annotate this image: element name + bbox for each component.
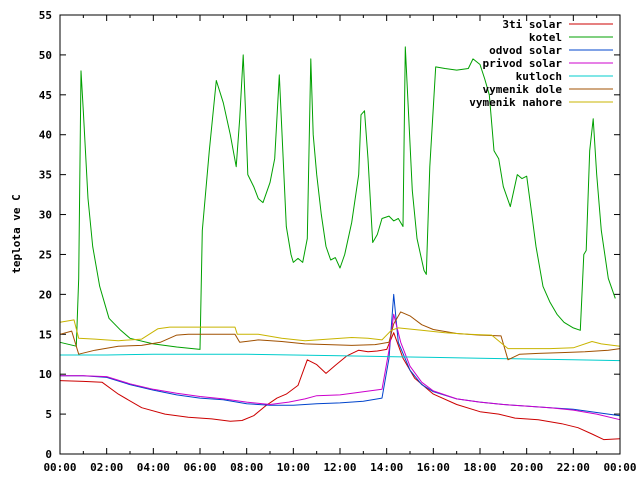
x-tick-label: 02:00 xyxy=(90,461,123,474)
legend-label: odvod solar xyxy=(489,44,562,57)
x-tick-label: 14:00 xyxy=(370,461,403,474)
x-axis-tick-labels: 00:00 02:00 04:00 06:00 08:00 10:00 12:00 14:00… xyxy=(43,461,636,474)
y-tick-label: 25 xyxy=(39,248,52,261)
y-tick-label: 55 xyxy=(39,9,52,22)
plot-frame xyxy=(59,14,621,455)
legend-label: privod solar xyxy=(483,57,563,70)
series-line-7 xyxy=(59,319,621,350)
x-tick-label: 22:00 xyxy=(557,461,590,474)
legend-label: vymenik nahore xyxy=(469,96,562,109)
x-tick-label: 10:00 xyxy=(277,461,310,474)
series-lines xyxy=(59,46,621,441)
x-tick-label: 12:00 xyxy=(323,461,356,474)
y-tick-label: 40 xyxy=(39,129,52,142)
y-tick-label: 0 xyxy=(45,448,52,461)
y-axis-title: teplota ve C xyxy=(10,194,23,273)
x-tick-label: 20:00 xyxy=(510,461,543,474)
x-tick-label: 00:00 xyxy=(43,461,76,474)
series-line-6 xyxy=(59,311,621,361)
legend-label: kutloch xyxy=(516,70,562,83)
y-tick-label: 20 xyxy=(39,288,52,301)
y-tick-label: 10 xyxy=(39,368,52,381)
x-tick-label: 06:00 xyxy=(183,461,216,474)
y-tick-label: 30 xyxy=(39,209,52,222)
legend-label: kotel xyxy=(529,31,562,44)
y-tick-label: 5 xyxy=(45,408,52,421)
y-tick-label: 50 xyxy=(39,49,52,62)
series-line-4 xyxy=(60,313,621,421)
series-line-2 xyxy=(59,46,616,350)
x-tick-label: 00:00 xyxy=(603,461,636,474)
x-tick-label: 04:00 xyxy=(137,461,170,474)
y-tick-label: 35 xyxy=(39,169,52,182)
x-tick-label: 18:00 xyxy=(463,461,496,474)
y-tick-label: 45 xyxy=(39,89,52,102)
series-line-5 xyxy=(60,353,621,362)
y-tick-label: 15 xyxy=(39,328,52,341)
y-axis-tick-labels: 0 5 10 15 20 25 30 35 40 45 50 55 xyxy=(39,9,52,461)
x-tick-label: 08:00 xyxy=(230,461,263,474)
x-tick-label: 16:00 xyxy=(417,461,450,474)
series-line-3 xyxy=(60,293,621,417)
legend-label: vymenik dole xyxy=(483,83,563,96)
series-line-1 xyxy=(59,332,621,441)
legend-label: 3ti solar xyxy=(502,18,562,31)
